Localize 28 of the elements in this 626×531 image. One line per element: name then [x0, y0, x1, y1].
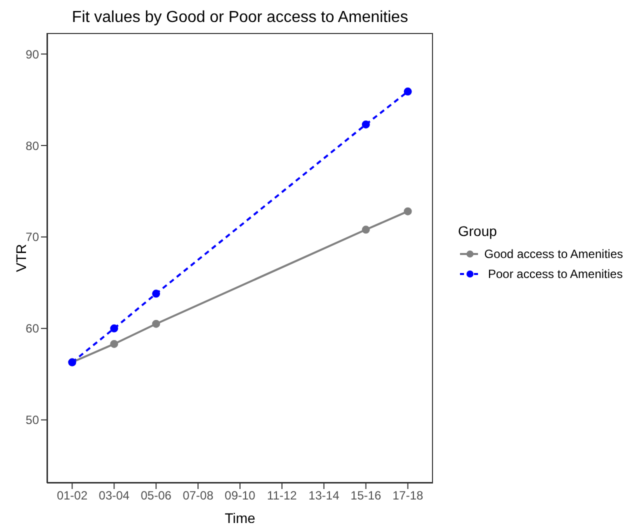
point	[404, 207, 412, 216]
point	[110, 324, 118, 332]
x-tick-label: 13-14	[308, 488, 340, 503]
x-tick-label: 15-16	[350, 488, 382, 503]
y-tick-label: 60	[26, 322, 40, 336]
legend-title: Group	[458, 223, 498, 239]
x-tick-label: 09-10	[224, 488, 256, 503]
chart-title: Fit values by Good or Poor access to Amenities	[70, 8, 410, 28]
point	[110, 340, 118, 348]
x-tick-label: 05-06	[140, 488, 172, 503]
y-axis-title: VTR	[13, 244, 29, 272]
point	[362, 120, 370, 128]
point	[152, 290, 160, 298]
y-tick-label: 90	[26, 47, 40, 62]
point	[362, 226, 370, 234]
y-tick-label: 70	[26, 230, 40, 244]
x-axis-title: Time	[224, 510, 256, 526]
legend-label: Poor access to Amenities	[488, 267, 623, 281]
x-tick-label: 07-08	[182, 488, 214, 503]
x-tick-label: 17-18	[392, 488, 424, 503]
x-tick-label: 01-02	[56, 488, 88, 503]
x-tick-label: 03-04	[98, 488, 130, 503]
legend-label: Good access to Amenities	[484, 247, 623, 261]
point	[404, 88, 412, 96]
y-tick-label: 80	[26, 138, 40, 153]
point	[152, 320, 160, 328]
y-tick-label: 50	[26, 413, 40, 428]
x-tick-label: 11-12	[267, 488, 298, 503]
